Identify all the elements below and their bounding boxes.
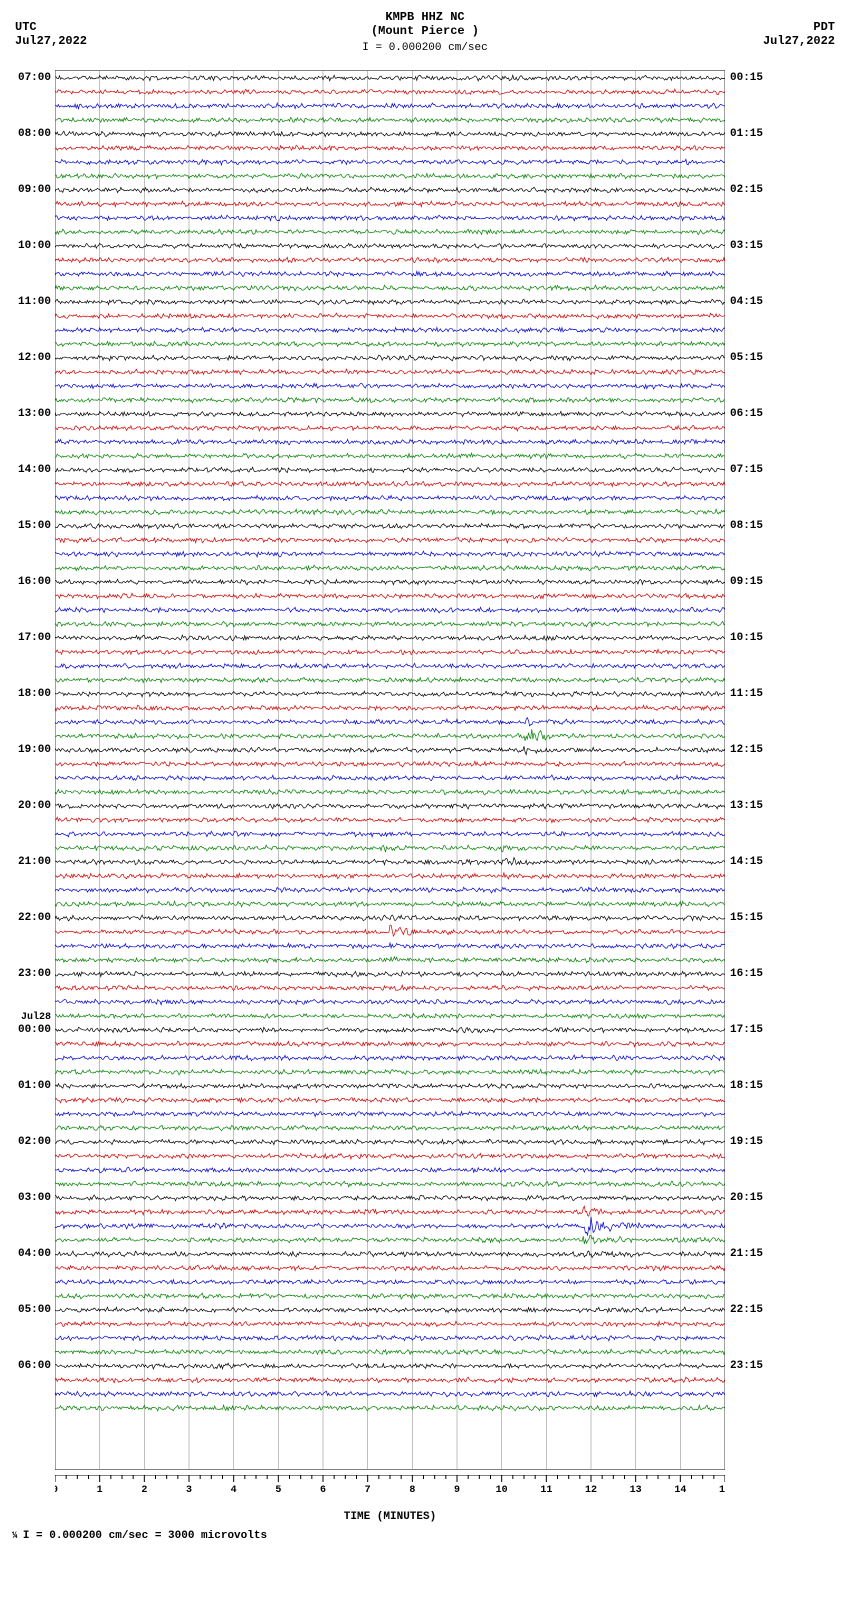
pdt-time-label: 14:15 xyxy=(730,856,763,868)
x-axis: 0123456789101112131415 TIME (MINUTES) xyxy=(55,1475,725,1515)
heliplot-svg xyxy=(55,70,725,1470)
pdt-time-label: 03:15 xyxy=(730,240,763,252)
pdt-time-label: 21:15 xyxy=(730,1248,763,1260)
x-axis-label: TIME (MINUTES) xyxy=(55,1511,725,1523)
utc-time-label: 08:00 xyxy=(18,128,51,140)
pdt-time-label: 12:15 xyxy=(730,744,763,756)
pdt-time-label: 20:15 xyxy=(730,1192,763,1204)
pdt-time-label: 10:15 xyxy=(730,632,763,644)
utc-time-label: 15:00 xyxy=(18,520,51,532)
svg-text:14: 14 xyxy=(674,1485,686,1493)
pdt-time-label: 16:15 xyxy=(730,968,763,980)
utc-time-label: 10:00 xyxy=(18,240,51,252)
footer-note: ¼ I = 0.000200 cm/sec = 3000 microvolts xyxy=(12,1530,840,1542)
date-rollover-label: Jul28 xyxy=(21,1012,51,1023)
pdt-time-label: 17:15 xyxy=(730,1024,763,1036)
utc-time-label: 09:00 xyxy=(18,184,51,196)
left-date-label: Jul27,2022 xyxy=(15,34,87,48)
pdt-time-label: 06:15 xyxy=(730,408,763,420)
pdt-time-label: 22:15 xyxy=(730,1304,763,1316)
svg-text:1: 1 xyxy=(97,1485,103,1493)
pdt-time-label: 11:15 xyxy=(730,688,763,700)
utc-time-label: 16:00 xyxy=(18,576,51,588)
x-axis-ticks: 0123456789101112131415 xyxy=(55,1475,725,1493)
pdt-time-label: 02:15 xyxy=(730,184,763,196)
utc-time-label: 12:00 xyxy=(18,352,51,364)
header-center: KMPB HHZ NC (Mount Pierce ) I = 0.000200… xyxy=(362,10,487,54)
pdt-time-label: 18:15 xyxy=(730,1080,763,1092)
utc-time-label: 02:00 xyxy=(18,1136,51,1148)
utc-time-labels: 07:00 08:00 09:00 10:00 11:00 12:00 13:00 14:00… xyxy=(10,70,53,1470)
svg-text:0: 0 xyxy=(55,1485,58,1493)
svg-text:13: 13 xyxy=(630,1485,642,1493)
utc-time-label: 21:00 xyxy=(18,856,51,868)
pdt-time-label: 23:15 xyxy=(730,1360,763,1372)
scale-bar-icon: I xyxy=(23,1530,36,1542)
header-right: PDT Jul27,2022 xyxy=(763,20,835,48)
utc-time-label: 13:00 xyxy=(18,408,51,420)
footer-prefix: ¼ xyxy=(12,1531,23,1541)
pdt-time-label: 04:15 xyxy=(730,296,763,308)
utc-time-label: 01:00 xyxy=(18,1080,51,1092)
utc-time-label: 07:00 xyxy=(18,72,51,84)
pdt-time-label: 01:15 xyxy=(730,128,763,140)
pdt-time-label: 07:15 xyxy=(730,464,763,476)
svg-text:11: 11 xyxy=(540,1485,552,1493)
header-left: UTC Jul27,2022 xyxy=(15,20,87,48)
location-label: (Mount Pierce ) xyxy=(362,24,487,38)
pdt-time-label: 00:15 xyxy=(730,72,763,84)
right-date-label: Jul27,2022 xyxy=(763,34,835,48)
left-tz-label: UTC xyxy=(15,20,87,34)
svg-text:4: 4 xyxy=(231,1485,237,1493)
utc-time-label: 17:00 xyxy=(18,632,51,644)
pdt-time-label: 08:15 xyxy=(730,520,763,532)
svg-text:12: 12 xyxy=(585,1485,597,1493)
pdt-time-label: 19:15 xyxy=(730,1136,763,1148)
heliplot-area xyxy=(55,70,725,1470)
station-label: KMPB HHZ NC xyxy=(362,10,487,24)
utc-time-label: 03:00 xyxy=(18,1192,51,1204)
svg-text:15: 15 xyxy=(719,1485,725,1493)
svg-text:10: 10 xyxy=(496,1485,508,1493)
utc-time-label: 14:00 xyxy=(18,464,51,476)
scale-note: I = 0.000200 cm/sec xyxy=(362,42,487,54)
svg-text:6: 6 xyxy=(320,1485,326,1493)
utc-time-label: 05:00 xyxy=(18,1304,51,1316)
svg-text:7: 7 xyxy=(365,1485,371,1493)
utc-time-label: 06:00 xyxy=(18,1360,51,1372)
utc-time-label: 00:00 xyxy=(18,1024,51,1036)
pdt-time-labels: 00:15 01:15 02:15 03:15 04:15 05:15 06:15 07:15… xyxy=(728,70,778,1470)
pdt-time-label: 15:15 xyxy=(730,912,763,924)
utc-time-label: 20:00 xyxy=(18,800,51,812)
utc-time-label: 19:00 xyxy=(18,744,51,756)
header: UTC Jul27,2022 KMPB HHZ NC (Mount Pierce… xyxy=(10,10,840,70)
utc-time-label: 22:00 xyxy=(18,912,51,924)
utc-time-label: 04:00 xyxy=(18,1248,51,1260)
svg-text:5: 5 xyxy=(275,1485,281,1493)
svg-text:2: 2 xyxy=(141,1485,147,1493)
svg-text:8: 8 xyxy=(409,1485,415,1493)
utc-time-label: 11:00 xyxy=(18,296,51,308)
scale-bar-icon: I xyxy=(362,42,375,54)
pdt-time-label: 05:15 xyxy=(730,352,763,364)
heliplot-container: 07:00 08:00 09:00 10:00 11:00 12:00 13:00 14:00… xyxy=(10,70,840,1520)
svg-text:3: 3 xyxy=(186,1485,192,1493)
pdt-time-label: 09:15 xyxy=(730,576,763,588)
utc-time-label: 23:00 xyxy=(18,968,51,980)
pdt-time-label: 13:15 xyxy=(730,800,763,812)
svg-text:9: 9 xyxy=(454,1485,460,1493)
right-tz-label: PDT xyxy=(763,20,835,34)
utc-time-label: 18:00 xyxy=(18,688,51,700)
